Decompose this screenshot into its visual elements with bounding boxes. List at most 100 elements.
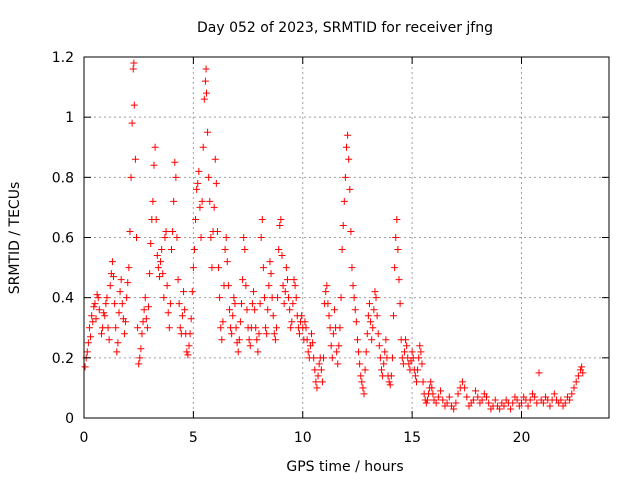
data-point: [500, 402, 508, 410]
data-point: [196, 203, 204, 211]
data-point: [257, 234, 265, 241]
data-point: [258, 215, 266, 223]
data-point: [158, 246, 166, 254]
data-point: [223, 258, 231, 266]
data-point: [434, 393, 442, 401]
data-point: [262, 324, 270, 332]
data-point: [202, 65, 210, 73]
data-point: [416, 342, 424, 350]
data-point: [372, 294, 380, 302]
data-point: [574, 372, 582, 380]
data-point: [358, 378, 366, 386]
data-point: [349, 282, 357, 290]
data-point: [141, 294, 149, 302]
data-point: [309, 339, 317, 347]
data-point: [224, 282, 232, 290]
data-point: [152, 215, 160, 223]
y-tick-label: 0.6: [52, 231, 74, 247]
data-point: [341, 173, 349, 181]
x-tick-label: 15: [403, 430, 421, 446]
data-point: [550, 390, 558, 398]
data-point: [201, 77, 209, 85]
data-point: [395, 276, 403, 284]
data-point: [411, 372, 419, 380]
data-point: [157, 258, 165, 266]
data-point: [159, 270, 167, 278]
data-point: [539, 399, 547, 407]
data-point: [117, 276, 125, 284]
data-point: [236, 318, 244, 326]
data-point: [557, 396, 565, 404]
data-point: [89, 318, 97, 326]
data-point: [513, 396, 521, 404]
data-point: [458, 378, 466, 386]
data-point: [87, 333, 95, 341]
data-point: [364, 312, 372, 320]
data-point: [279, 282, 287, 290]
data-point: [360, 390, 368, 398]
data-point: [245, 336, 253, 344]
data-point: [139, 318, 147, 326]
data-point: [252, 324, 260, 332]
data-point: [292, 294, 300, 302]
data-point: [215, 264, 223, 272]
data-point: [255, 330, 263, 338]
data-point: [173, 234, 181, 241]
data-point: [228, 330, 236, 338]
grid-lines: [84, 57, 609, 418]
data-point: [176, 324, 184, 332]
data-point: [114, 339, 122, 347]
data-point: [387, 372, 395, 380]
data-point: [343, 143, 350, 151]
data-point: [185, 342, 193, 350]
data-point: [222, 234, 230, 241]
data-point: [195, 167, 203, 175]
data-point: [439, 396, 447, 404]
data-point: [531, 393, 539, 401]
data-point: [154, 264, 162, 272]
data-point: [388, 354, 396, 362]
data-point: [507, 405, 515, 413]
data-point: [100, 309, 108, 317]
data-point: [219, 318, 227, 326]
data-point: [253, 336, 261, 344]
data-point: [396, 300, 404, 308]
data-point: [328, 354, 336, 362]
data-point: [160, 294, 168, 302]
data-point: [339, 221, 347, 229]
data-point: [235, 336, 243, 344]
data-point: [335, 342, 343, 350]
data-point: [329, 330, 337, 338]
data-point: [303, 336, 311, 344]
data-point: [137, 345, 145, 353]
data-point: [178, 312, 186, 320]
x-tick-label: 5: [189, 430, 198, 446]
data-point: [378, 366, 385, 374]
data-point: [282, 264, 290, 272]
data-point: [330, 306, 338, 314]
data-point: [432, 399, 440, 407]
data-point: [474, 393, 482, 401]
data-point: [469, 396, 477, 404]
data-point: [101, 312, 109, 320]
data-point: [314, 372, 322, 380]
data-point: [242, 282, 250, 290]
data-point: [187, 315, 195, 323]
data-point: [365, 300, 373, 308]
data-point: [367, 318, 375, 326]
data-point: [271, 336, 279, 344]
data-point: [260, 294, 268, 302]
data-point: [454, 390, 462, 398]
data-point: [256, 300, 264, 308]
data-point: [289, 300, 297, 308]
data-point: [81, 363, 89, 371]
data-point: [301, 318, 309, 326]
y-axis-label: SRMTID / TECUs: [7, 182, 23, 295]
data-point: [391, 264, 399, 272]
data-point: [162, 227, 170, 235]
data-point: [225, 306, 233, 314]
data-point: [212, 179, 220, 187]
data-point: [124, 279, 132, 287]
data-point: [150, 161, 158, 169]
